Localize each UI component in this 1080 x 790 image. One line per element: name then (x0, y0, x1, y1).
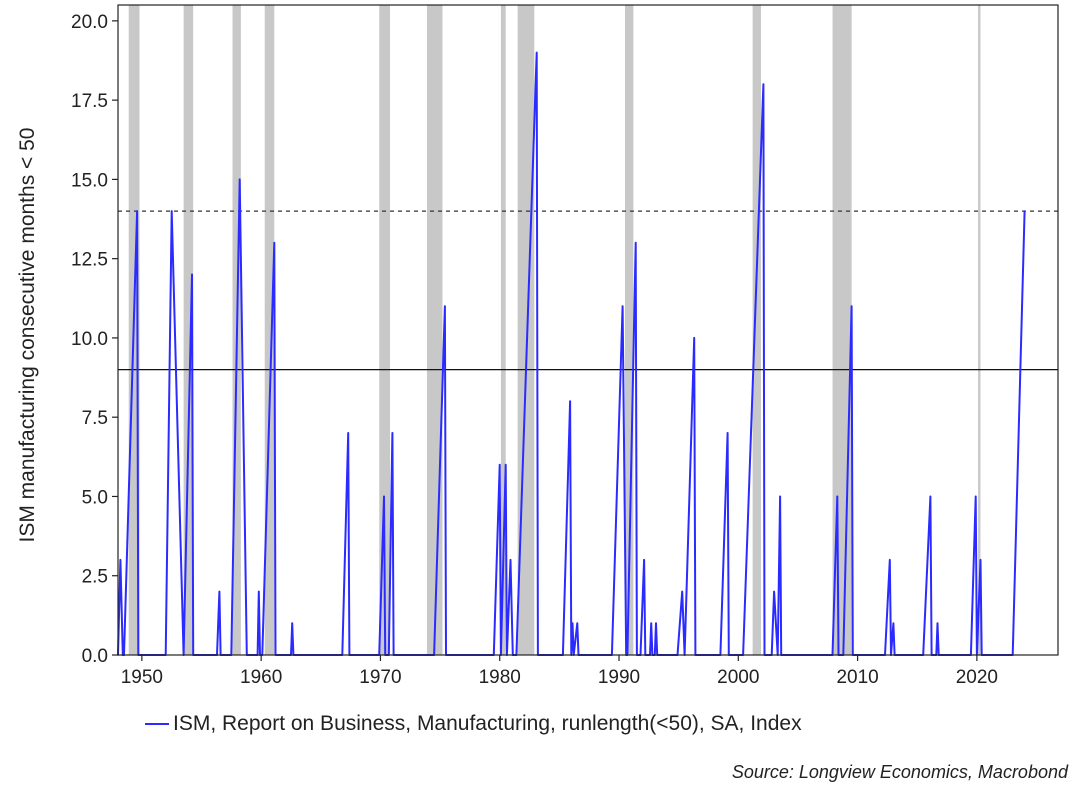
legend-label: ISM, Report on Business, Manufacturing, … (173, 712, 802, 735)
data-point (836, 495, 839, 498)
y-tick-label: 12.5 (71, 250, 108, 271)
data-point (650, 622, 653, 625)
x-tick-label: 1960 (240, 667, 282, 688)
recession-band-5 (426, 5, 443, 655)
recession-band-6 (500, 5, 506, 655)
legend: ISM, Report on Business, Manufacturing, … (145, 712, 802, 736)
y-tick-label: 0.0 (82, 646, 108, 667)
data-point (571, 622, 574, 625)
data-point (119, 559, 122, 561)
recession-band-11 (978, 5, 981, 655)
recession-band-3 (264, 5, 275, 655)
data-point (347, 432, 350, 434)
data-point (257, 590, 260, 593)
y-axis: 0.0 2.5 5.0 7.5 10.0 12.5 15.0 17.5 20.0 (71, 12, 118, 667)
recession-band-9 (752, 5, 761, 655)
data-point (569, 400, 571, 403)
x-tick-label: 1970 (359, 667, 401, 688)
data-point (576, 622, 579, 625)
data-point (621, 305, 624, 308)
y-axis-label: ISM manufacturing consecutive months < 5… (16, 128, 39, 543)
x-tick-label: 2000 (717, 667, 759, 688)
data-point (498, 463, 501, 466)
data-point (238, 178, 241, 181)
recession-band-4 (379, 5, 390, 655)
x-tick-label: 1950 (121, 667, 163, 688)
x-axis: 1950 1960 1970 1980 1990 2000 2010 2020 (121, 655, 998, 688)
data-point (291, 622, 293, 625)
source-note: Source: Longview Economics, Macrobond (731, 762, 1068, 782)
y-tick-label: 15.0 (71, 170, 108, 191)
x-tick-label: 1980 (479, 667, 521, 688)
data-point (1023, 210, 1026, 212)
data-point (655, 622, 657, 625)
data-point (726, 432, 729, 434)
data-point (850, 305, 853, 308)
x-tick-label: 2010 (836, 667, 878, 688)
data-point (170, 210, 173, 212)
data-point (136, 210, 138, 212)
chart: 0.0 2.5 5.0 7.5 10.0 12.5 15.0 17.5 20.0 1950 196… (16, 4, 1059, 688)
data-point (504, 463, 507, 466)
data-point (444, 305, 446, 308)
y-tick-label: 10.0 (71, 329, 108, 350)
data-point (892, 622, 895, 625)
data-point (634, 242, 637, 244)
data-point (273, 242, 276, 244)
data-point (936, 622, 939, 625)
data-point (773, 590, 775, 593)
series-layer (117, 51, 1026, 656)
data-point (191, 273, 193, 276)
plot-frame (117, 4, 1059, 656)
data-point (779, 495, 781, 498)
data-point (391, 432, 394, 434)
y-tick-label: 7.5 (82, 408, 108, 429)
data-point (929, 495, 932, 498)
legend-swatch (145, 723, 169, 725)
data-point (762, 83, 765, 86)
reference-lines (118, 210, 1058, 371)
y-tick-label: 20.0 (71, 12, 108, 33)
y-tick-label: 5.0 (82, 487, 108, 508)
data-point (643, 559, 645, 561)
data-point (218, 590, 221, 593)
series-line-0 (117, 51, 1026, 656)
recession-band-1 (183, 5, 194, 655)
data-point (681, 590, 684, 593)
x-tick-label: 1990 (598, 667, 640, 688)
data-point (383, 495, 385, 498)
data-point (889, 559, 891, 561)
y-tick-label: 17.5 (71, 91, 108, 112)
recession-band-8 (624, 5, 634, 655)
y-tick-label: 2.5 (82, 567, 108, 588)
data-point (979, 559, 982, 561)
x-tick-label: 2020 (956, 667, 998, 688)
data-point (693, 337, 695, 339)
data-point (535, 51, 538, 54)
data-point (509, 559, 512, 561)
data-point (974, 495, 977, 498)
